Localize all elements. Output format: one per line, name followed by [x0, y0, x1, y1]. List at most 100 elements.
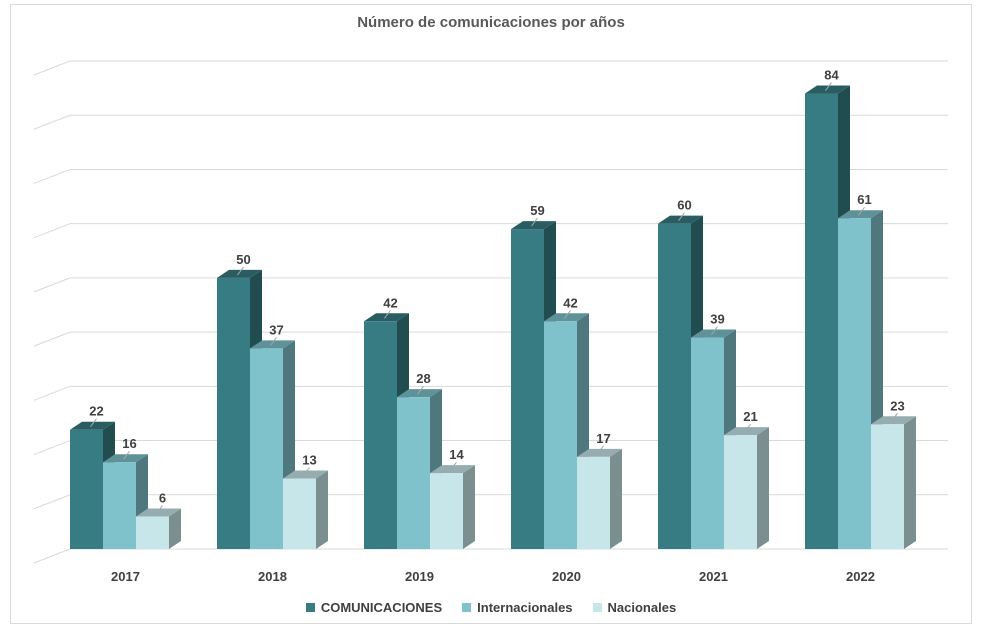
gridline-wall: [33, 223, 71, 239]
bar-side: [757, 427, 769, 549]
data-label-leader: [384, 309, 391, 319]
bar: [397, 397, 430, 549]
gridline-wall: [33, 60, 71, 76]
data-label: 84: [824, 68, 839, 83]
data-label: 39: [710, 312, 724, 327]
bar-top: [544, 313, 589, 322]
data-label-leader: [711, 326, 718, 335]
bar-side: [463, 465, 475, 549]
data-label-leader: [237, 266, 244, 276]
bar-top: [838, 210, 883, 219]
gridline-wall: [33, 548, 71, 564]
bar: [217, 277, 250, 549]
bar-top: [511, 221, 556, 230]
bar-side: [904, 416, 916, 549]
legend-label: Nacionales: [607, 600, 677, 615]
bar-top: [364, 313, 409, 322]
data-label-leader: [450, 461, 457, 471]
gridline-wall: [33, 440, 71, 456]
data-label: 28: [416, 371, 430, 386]
bar-top: [283, 470, 328, 479]
x-tick-label: 2020: [552, 569, 581, 584]
bar: [691, 337, 724, 549]
data-label: 13: [302, 453, 316, 468]
bar-side: [169, 508, 181, 549]
bar-top: [103, 454, 148, 463]
data-label-leader: [744, 423, 751, 433]
bar-top: [250, 340, 295, 349]
bar-top: [217, 269, 262, 278]
data-label: 6: [159, 490, 166, 505]
data-label: 22: [89, 404, 103, 419]
bar-top: [136, 508, 181, 517]
data-label: 61: [857, 192, 871, 207]
chart-title: Número de comunicaciones por años: [357, 14, 625, 31]
bar: [658, 223, 691, 549]
legend-item: Internacionales: [462, 600, 573, 615]
legend-label: COMUNICACIONES: [320, 600, 443, 615]
bar: [430, 473, 463, 549]
data-label: 16: [122, 436, 136, 451]
x-tick-label: 2021: [699, 569, 728, 584]
data-label-leader: [564, 309, 571, 319]
x-tick-label: 2017: [111, 569, 140, 584]
data-label: 23: [890, 398, 904, 413]
legend-swatch: [305, 603, 315, 612]
gridline-wall: [33, 331, 71, 347]
bar-top: [70, 421, 115, 430]
bar-top: [871, 416, 916, 425]
gridline-wall: [33, 385, 71, 401]
data-label-leader: [303, 467, 310, 476]
data-label-leader: [156, 505, 163, 514]
bar: [511, 229, 544, 550]
x-tick-label: 2022: [846, 569, 875, 584]
data-label: 37: [269, 322, 283, 337]
data-label: 42: [383, 295, 397, 310]
bar: [364, 321, 397, 549]
legend-label: Internacionales: [477, 600, 573, 615]
data-label-leader: [417, 385, 424, 395]
gridline-wall: [33, 494, 71, 510]
bar-top: [805, 85, 850, 94]
data-label-leader: [123, 450, 130, 460]
bar: [136, 516, 169, 549]
bar-side: [610, 448, 622, 549]
data-label: 17: [596, 431, 610, 446]
data-label-leader: [678, 212, 685, 221]
data-label-leader: [825, 82, 832, 91]
legend-item: COMUNICACIONES: [305, 600, 443, 615]
data-label-leader: [531, 217, 538, 227]
bar: [544, 321, 577, 549]
data-label: 42: [563, 295, 577, 310]
data-label-leader: [858, 206, 865, 216]
legend-swatch: [462, 603, 472, 612]
data-label-leader: [270, 337, 277, 346]
bar: [805, 93, 838, 550]
data-label-leader: [891, 412, 898, 422]
bar-top: [577, 448, 622, 457]
bar: [577, 456, 610, 549]
data-label: 21: [743, 409, 757, 424]
data-label: 50: [236, 252, 250, 267]
bar: [103, 462, 136, 549]
chart-legend: COMUNICACIONES Internacionales Nacionales: [0, 600, 982, 615]
gridline-wall: [33, 277, 71, 293]
bar: [871, 424, 904, 549]
legend-item: Nacionales: [592, 600, 677, 615]
data-label-leader: [597, 445, 604, 455]
bar-top: [397, 389, 442, 398]
bar: [724, 435, 757, 549]
data-label: 59: [530, 203, 544, 218]
bar: [283, 478, 316, 549]
bar-top: [724, 427, 769, 436]
gridline-wall: [33, 168, 71, 184]
x-tick-label: 2019: [405, 569, 434, 584]
bar-top: [691, 329, 736, 338]
data-label: 60: [677, 198, 691, 213]
bar-side: [316, 470, 328, 549]
legend-swatch: [592, 603, 602, 612]
bar: [250, 348, 283, 549]
data-label: 14: [449, 447, 464, 462]
bar: [70, 429, 103, 549]
